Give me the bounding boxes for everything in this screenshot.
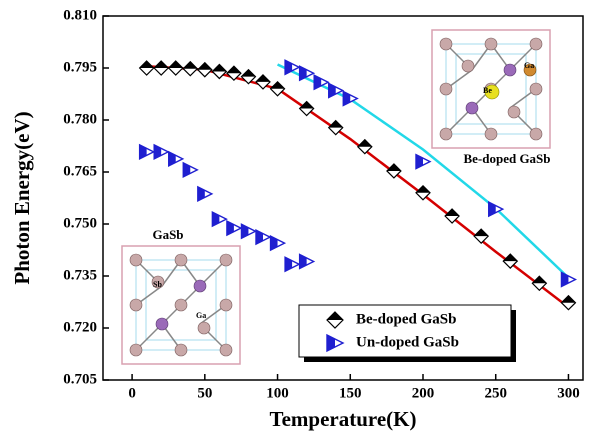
atom-label: Ga	[524, 61, 534, 70]
marker-fill	[212, 64, 226, 71]
x-tick-label: 300	[557, 385, 580, 401]
marker-fill	[256, 230, 263, 244]
marker-fill	[241, 70, 255, 77]
point	[140, 61, 154, 75]
legend-label: Be-doped GaSb	[356, 311, 456, 327]
point	[154, 145, 168, 159]
point	[241, 224, 255, 238]
point	[198, 187, 212, 201]
marker-fill	[140, 145, 147, 159]
point	[358, 140, 372, 154]
point	[212, 212, 226, 226]
point	[416, 155, 430, 169]
inset-label: Be-doped GaSb	[463, 151, 550, 166]
y-tick-label: 0.720	[63, 319, 97, 335]
marker-fill	[241, 224, 248, 238]
marker-fill	[169, 152, 176, 166]
marker-fill	[256, 75, 270, 82]
y-tick-label: 0.735	[63, 267, 97, 283]
marker-fill	[561, 272, 568, 286]
marker-fill	[329, 84, 336, 98]
marker-fill	[343, 92, 350, 106]
point	[227, 221, 241, 235]
chart: Ga Be Be-doped GaSb Sb Ga GaSb Temperatu…	[0, 0, 593, 433]
page: {"chart_data": {"type": "scatter", "xlab…	[0, 0, 593, 433]
marker-fill	[300, 254, 307, 268]
atom-label: Ga	[196, 311, 206, 320]
marker-fill	[489, 202, 496, 216]
x-tick-label: 50	[197, 385, 212, 401]
point	[561, 296, 575, 310]
x-tick-label: 250	[484, 385, 507, 401]
x-tick-label: 0	[128, 385, 136, 401]
marker-fill	[474, 229, 488, 236]
point	[154, 61, 168, 75]
point	[198, 63, 212, 77]
marker-fill	[198, 63, 212, 70]
x-axis-title: Temperature(K)	[270, 407, 417, 431]
y-tick-label: 0.750	[63, 215, 97, 231]
x-tick-label: 100	[266, 385, 289, 401]
marker-fill	[561, 296, 575, 303]
marker-fill	[140, 61, 154, 68]
marker-fill	[271, 82, 285, 89]
marker-fill	[227, 66, 241, 73]
x-tick-label: 150	[339, 385, 362, 401]
inset-gasb	[122, 246, 240, 364]
legend-label: Un-doped GaSb	[356, 334, 459, 350]
marker-fill	[154, 61, 168, 68]
marker-fill	[154, 145, 161, 159]
point	[183, 62, 197, 76]
marker-fill	[198, 187, 205, 201]
point	[140, 145, 154, 159]
marker-fill	[227, 221, 234, 235]
y-tick-label: 0.705	[63, 371, 97, 387]
atom-label: Sb	[153, 280, 162, 289]
marker-fill	[212, 212, 219, 226]
point	[271, 236, 285, 250]
point	[169, 152, 183, 166]
point	[474, 229, 488, 243]
point	[256, 230, 270, 244]
marker-fill	[358, 140, 372, 147]
point	[169, 61, 183, 75]
point	[300, 254, 314, 268]
marker-fill	[416, 155, 423, 169]
y-tick-label: 0.765	[63, 163, 97, 179]
atom-label: Be	[483, 86, 492, 95]
point	[212, 64, 226, 78]
y-tick-label: 0.780	[63, 111, 97, 127]
marker-fill	[169, 61, 183, 68]
point	[285, 257, 299, 271]
marker-fill	[183, 62, 197, 69]
marker-fill	[271, 236, 278, 250]
marker-fill	[183, 163, 190, 177]
marker-fill	[285, 257, 292, 271]
inset-label: GaSb	[152, 227, 183, 242]
point	[561, 272, 575, 286]
marker-fill	[314, 75, 321, 89]
y-axis-title: Photon Energy(eV)	[10, 111, 34, 284]
x-tick-label: 200	[412, 385, 435, 401]
y-tick-label: 0.810	[63, 7, 97, 23]
y-tick-label: 0.795	[63, 59, 97, 75]
point	[183, 163, 197, 177]
